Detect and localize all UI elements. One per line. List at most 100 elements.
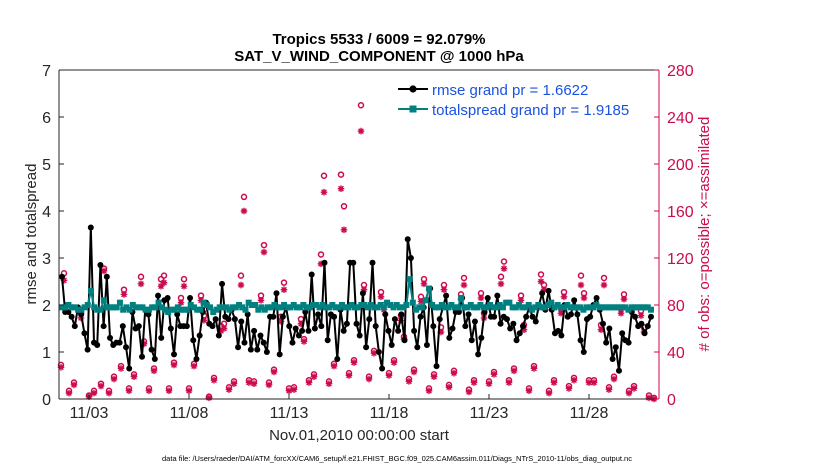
totalspread-point xyxy=(567,304,574,311)
totalspread-point xyxy=(178,306,185,313)
totalspread-point xyxy=(390,304,397,311)
rmse-point xyxy=(340,327,347,334)
obs-assimilated-point xyxy=(100,267,108,275)
rmse-point xyxy=(423,341,430,348)
obs-possible-point xyxy=(260,241,268,249)
obs-assimilated-point xyxy=(470,379,478,386)
totalspread-point xyxy=(458,294,465,301)
totalspread-point xyxy=(348,302,355,308)
totalspread-point xyxy=(628,304,635,311)
totalspread-point xyxy=(345,304,352,311)
obs-assimilated-point xyxy=(557,309,565,317)
rmse-point xyxy=(235,344,242,351)
x-axis-label: Nov.01,2010 00:00:00 start xyxy=(269,427,450,444)
rmse-point xyxy=(513,337,520,344)
rmse-point xyxy=(363,344,370,351)
totalspread-point xyxy=(435,304,442,311)
totalspread-point xyxy=(371,304,378,311)
rmse-point xyxy=(81,330,88,337)
obs-assimilated-point xyxy=(60,277,68,284)
totalspread-point xyxy=(113,304,120,311)
rmse-point xyxy=(183,323,190,330)
obs-possible-point xyxy=(537,271,545,278)
rmse-point xyxy=(190,337,197,344)
obs-possible-point xyxy=(600,274,608,282)
totalspread-point xyxy=(216,304,223,311)
rmse-point xyxy=(219,280,226,287)
y-right-tick-label: 120 xyxy=(667,251,694,268)
obs-assimilated-point xyxy=(350,359,358,366)
rmse-point xyxy=(545,287,552,294)
totalspread-point xyxy=(161,306,168,313)
totalspread-point xyxy=(94,306,101,313)
rmse-point xyxy=(625,339,632,346)
rmse-point xyxy=(350,259,357,266)
totalspread-point xyxy=(136,304,143,311)
obs-assimilated-point xyxy=(177,299,185,306)
totalspread-point xyxy=(223,304,230,311)
y-right-tick-label: 200 xyxy=(667,157,694,174)
rmse-point xyxy=(407,255,414,261)
rmse-point xyxy=(532,318,539,325)
obs-possible-point xyxy=(337,171,345,178)
totalspread-point xyxy=(139,304,146,311)
totalspread-point xyxy=(355,304,362,311)
totalspread-point xyxy=(644,304,651,311)
totalspread-point xyxy=(190,304,197,311)
totalspread-point xyxy=(293,304,300,311)
obs-possible-point xyxy=(577,272,585,279)
totalspread-point xyxy=(351,304,358,311)
obs-assimilated-point xyxy=(185,387,193,395)
rmse-point xyxy=(641,330,648,337)
totalspread-point xyxy=(522,304,529,311)
totalspread-point xyxy=(593,302,600,308)
obs-assimilated-point xyxy=(605,386,613,393)
totalspread-point xyxy=(149,304,156,311)
rmse-point xyxy=(379,365,386,372)
obs-assimilated-point xyxy=(365,375,373,383)
rmse-point xyxy=(580,349,587,355)
totalspread-point xyxy=(641,304,648,311)
totalspread-point xyxy=(200,299,207,306)
obs-possible-point xyxy=(320,172,328,179)
rmse-point xyxy=(241,339,248,346)
rmse-point xyxy=(465,311,472,318)
rmse-point xyxy=(395,327,402,334)
totalspread-point xyxy=(303,304,310,311)
obs-assimilated-point xyxy=(530,365,538,372)
obs-assimilated-point xyxy=(165,387,173,395)
totalspread-point xyxy=(236,302,243,308)
x-tick-label: 11/13 xyxy=(270,405,309,422)
totalspread-point xyxy=(123,304,130,311)
rmse-point xyxy=(356,332,363,339)
rmse-point xyxy=(615,367,622,374)
obs-possible-point xyxy=(180,275,188,283)
totalspread-point xyxy=(213,306,220,313)
axis-layer: 11/03 11/08 11/13 11/18 11/23 11/28 0 1 2 3 4 5 6 7 0 4… xyxy=(42,63,694,422)
obs-possible-point xyxy=(317,251,325,258)
rmse-point xyxy=(587,313,594,320)
totalspread-point xyxy=(158,304,165,311)
obs-assimilated-point xyxy=(205,394,213,402)
totalspread-point xyxy=(313,302,320,308)
obs-possible-point xyxy=(237,272,245,279)
y-left-tick-label: 6 xyxy=(42,110,51,127)
totalspread-point xyxy=(310,302,317,308)
rmse-point xyxy=(606,325,613,332)
rmse-point xyxy=(503,316,510,323)
obs-assimilated-point xyxy=(510,367,518,375)
totalspread-point xyxy=(226,306,233,313)
totalspread-point xyxy=(490,304,497,311)
rmse-point xyxy=(187,294,194,301)
obs-possible-point xyxy=(497,273,505,281)
totalspread-point xyxy=(396,304,403,311)
totalspread-point xyxy=(464,304,471,311)
obs-assimilated-point xyxy=(210,376,218,384)
rmse-point xyxy=(644,323,651,330)
obs-assimilated-point xyxy=(257,297,265,304)
totalspread-point xyxy=(622,304,629,311)
totalspread-point xyxy=(609,304,616,311)
obs-assimilated-point xyxy=(637,312,645,319)
totalspread-point xyxy=(525,302,532,308)
